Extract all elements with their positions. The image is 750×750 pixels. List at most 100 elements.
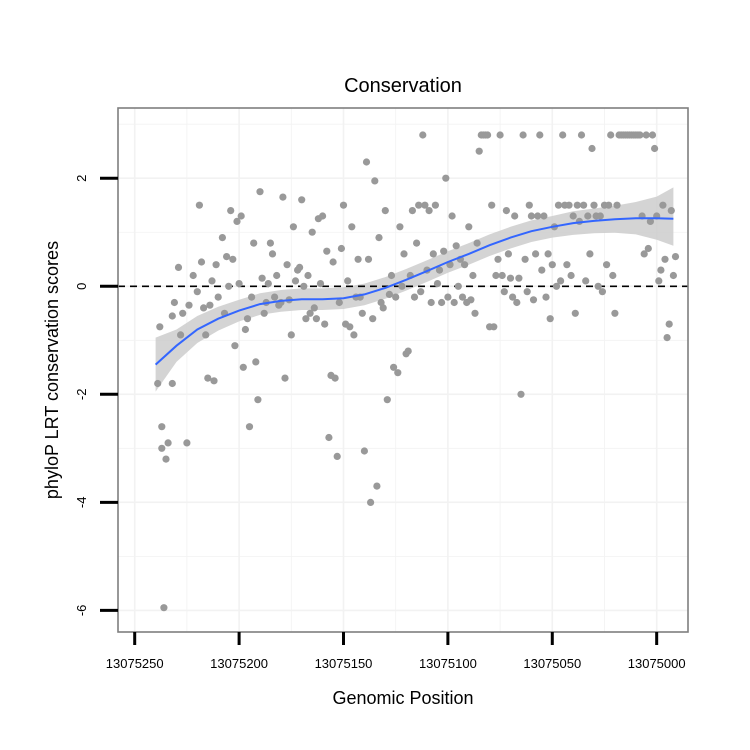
data-point [605,201,613,209]
data-point [552,282,561,290]
data-point [304,271,312,280]
data-point [438,298,446,307]
data-point [669,271,678,280]
data-point [358,309,366,317]
data-point [387,271,396,280]
data-point [258,274,266,282]
data-point [596,212,604,220]
data-point [415,201,423,209]
data-point [557,277,565,285]
data-point [308,228,316,236]
data-point [197,258,206,266]
data-point [348,223,356,231]
data-point [565,201,573,209]
data-point [442,174,450,182]
data-point [429,250,437,258]
data-point [569,212,577,220]
data-point [519,131,527,139]
data-point [567,271,575,280]
data-point [458,293,467,301]
data-point [646,217,655,225]
data-point [379,304,387,312]
data-point [580,201,588,209]
data-point [613,201,621,209]
data-point [467,296,475,304]
data-point [193,288,201,296]
data-point [310,304,318,312]
data-point [536,131,544,139]
confidence-band-layer [155,187,674,392]
data-point [515,274,523,282]
y-tick-label: 0 [74,283,89,290]
data-point [563,261,571,269]
data-point [413,239,421,247]
data-point [461,261,469,269]
data-point [339,201,348,209]
grid-lines [118,108,688,632]
data-point [256,188,264,196]
data-point [427,298,435,307]
data-point [573,201,581,209]
data-point [291,277,300,285]
data-point [362,158,371,166]
data-point [329,258,337,266]
data-point [210,377,218,385]
data-point [484,131,492,139]
data-point [381,207,389,215]
data-point [344,277,352,285]
x-tick-label: 13075000 [628,656,686,671]
data-point [162,455,170,463]
data-point [404,347,412,355]
data-point [521,255,529,263]
data-point [659,201,667,209]
data-point [373,482,381,490]
data-point [316,280,325,288]
data-point [350,331,358,339]
data-point [212,261,220,269]
data-point [540,212,548,220]
data-point [410,293,419,301]
data-point [525,201,533,209]
data-point [283,261,291,269]
data-point [392,293,400,301]
data-point [496,131,504,139]
data-point [229,255,237,263]
data-point [663,334,671,342]
data-points [154,131,680,612]
data-point [250,239,258,247]
data-point [239,363,247,371]
data-point [452,242,460,250]
data-point [195,201,203,209]
data-point [511,212,519,220]
data-point [185,301,193,309]
data-point [241,325,249,334]
data-point [488,201,496,209]
data-point [160,604,168,612]
data-point [287,331,295,339]
y-axis-ticks: -6 -4 -2 0 2 [74,175,118,616]
data-point [300,282,308,290]
data-point [584,212,592,220]
data-point [170,298,178,307]
data-point [419,131,427,139]
data-point [346,323,354,331]
data-point [333,452,341,460]
data-point [396,223,404,231]
data-point [271,293,279,301]
data-point [323,247,331,255]
data-point [206,301,214,309]
data-point [179,309,187,317]
y-tick-label: -4 [74,497,89,509]
data-point [227,207,235,215]
data-point [375,234,383,242]
confidence-band [155,187,674,392]
data-point [398,282,406,290]
x-tick-label: 13075200 [210,656,268,671]
data-point [448,212,456,220]
data-point [517,390,525,398]
data-point [394,369,402,377]
data-point [582,277,590,285]
data-point [502,207,510,215]
data-point [377,298,385,307]
